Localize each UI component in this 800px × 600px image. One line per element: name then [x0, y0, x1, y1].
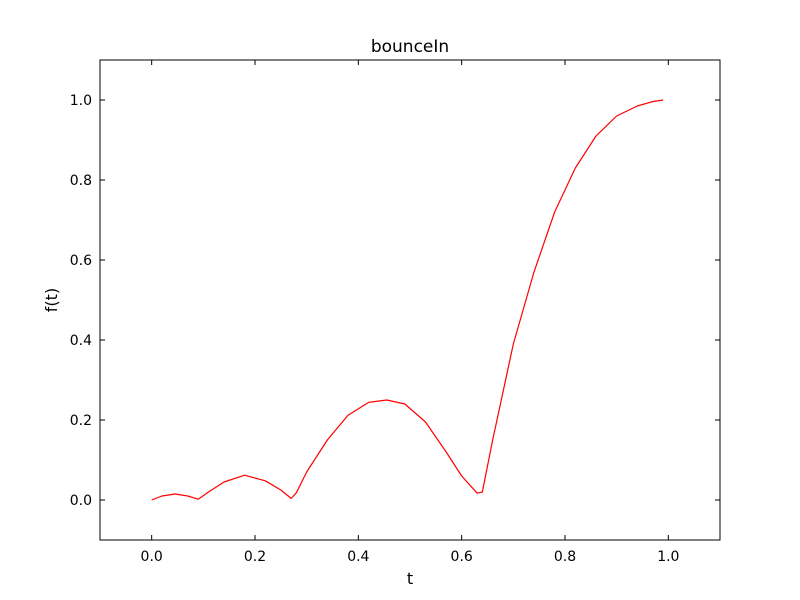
ticks-layer: 0.0 0.2 0.4 0.6 0.8 1.0 0.0 0.2 0.4 0.6 0.8 1.0 [70, 60, 720, 565]
y-tick-label: 0.4 [70, 333, 92, 349]
x-tick-label: 0.6 [451, 549, 473, 565]
x-tick-label: 0.4 [347, 549, 369, 565]
y-tick-label: 0.0 [70, 493, 92, 509]
plot-area [99, 59, 721, 541]
x-tick-label: 0.0 [141, 549, 163, 565]
series-layer [151, 99, 664, 501]
y-tick-label: 0.6 [70, 253, 92, 269]
chart-title: bounceIn [371, 37, 449, 57]
x-tick-label: 0.8 [554, 549, 576, 565]
x-tick-label: 1.0 [657, 549, 679, 565]
x-axis-label: t [407, 569, 413, 588]
x-tick-label: 0.2 [244, 549, 266, 565]
y-tick-label: 0.8 [70, 173, 92, 189]
series-line [151, 99, 664, 501]
y-axis-label: f(t) [42, 288, 61, 312]
y-tick-label: 0.2 [70, 413, 92, 429]
y-tick-label: 1.0 [70, 93, 92, 109]
